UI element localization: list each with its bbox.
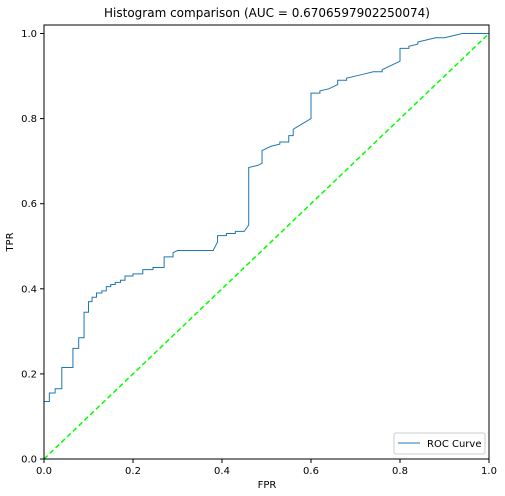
y-tick-label: 0.4	[21, 284, 37, 295]
chart-title: Histogram comparison (AUC = 0.6706597902…	[104, 6, 430, 20]
legend: ROC Curve	[393, 432, 486, 455]
y-tick-label: 0.0	[21, 455, 37, 466]
y-tick-label: 0.8	[21, 114, 37, 125]
y-axis-label: TPR	[5, 232, 16, 252]
x-tick-label: 0.0	[36, 466, 52, 477]
y-tick-label: 0.6	[21, 199, 37, 210]
x-tick-label: 0.6	[303, 466, 319, 477]
series-layer	[43, 32, 490, 460]
plot-area-background	[44, 25, 489, 459]
x-axis-label: FPR	[258, 480, 277, 491]
x-tick-label: 0.8	[392, 466, 408, 477]
legend-box	[393, 432, 486, 455]
series-diagonal	[43, 32, 490, 460]
legend-label-roc-curve: ROC Curve	[427, 439, 481, 450]
x-tick-label: 0.4	[214, 466, 230, 477]
x-tick-label: 0.2	[125, 466, 141, 477]
series-roc-curve	[43, 33, 489, 459]
ticks-layer: 0.0 0.2 0.4 0.6 0.8 1.0 0.0 0.2 0.4 0.6 0.8 1.0	[21, 29, 497, 477]
y-tick-label: 1.0	[21, 29, 37, 40]
plot-frame	[43, 24, 490, 460]
y-tick-label: 0.2	[21, 369, 37, 380]
x-tick-label: 1.0	[481, 466, 497, 477]
